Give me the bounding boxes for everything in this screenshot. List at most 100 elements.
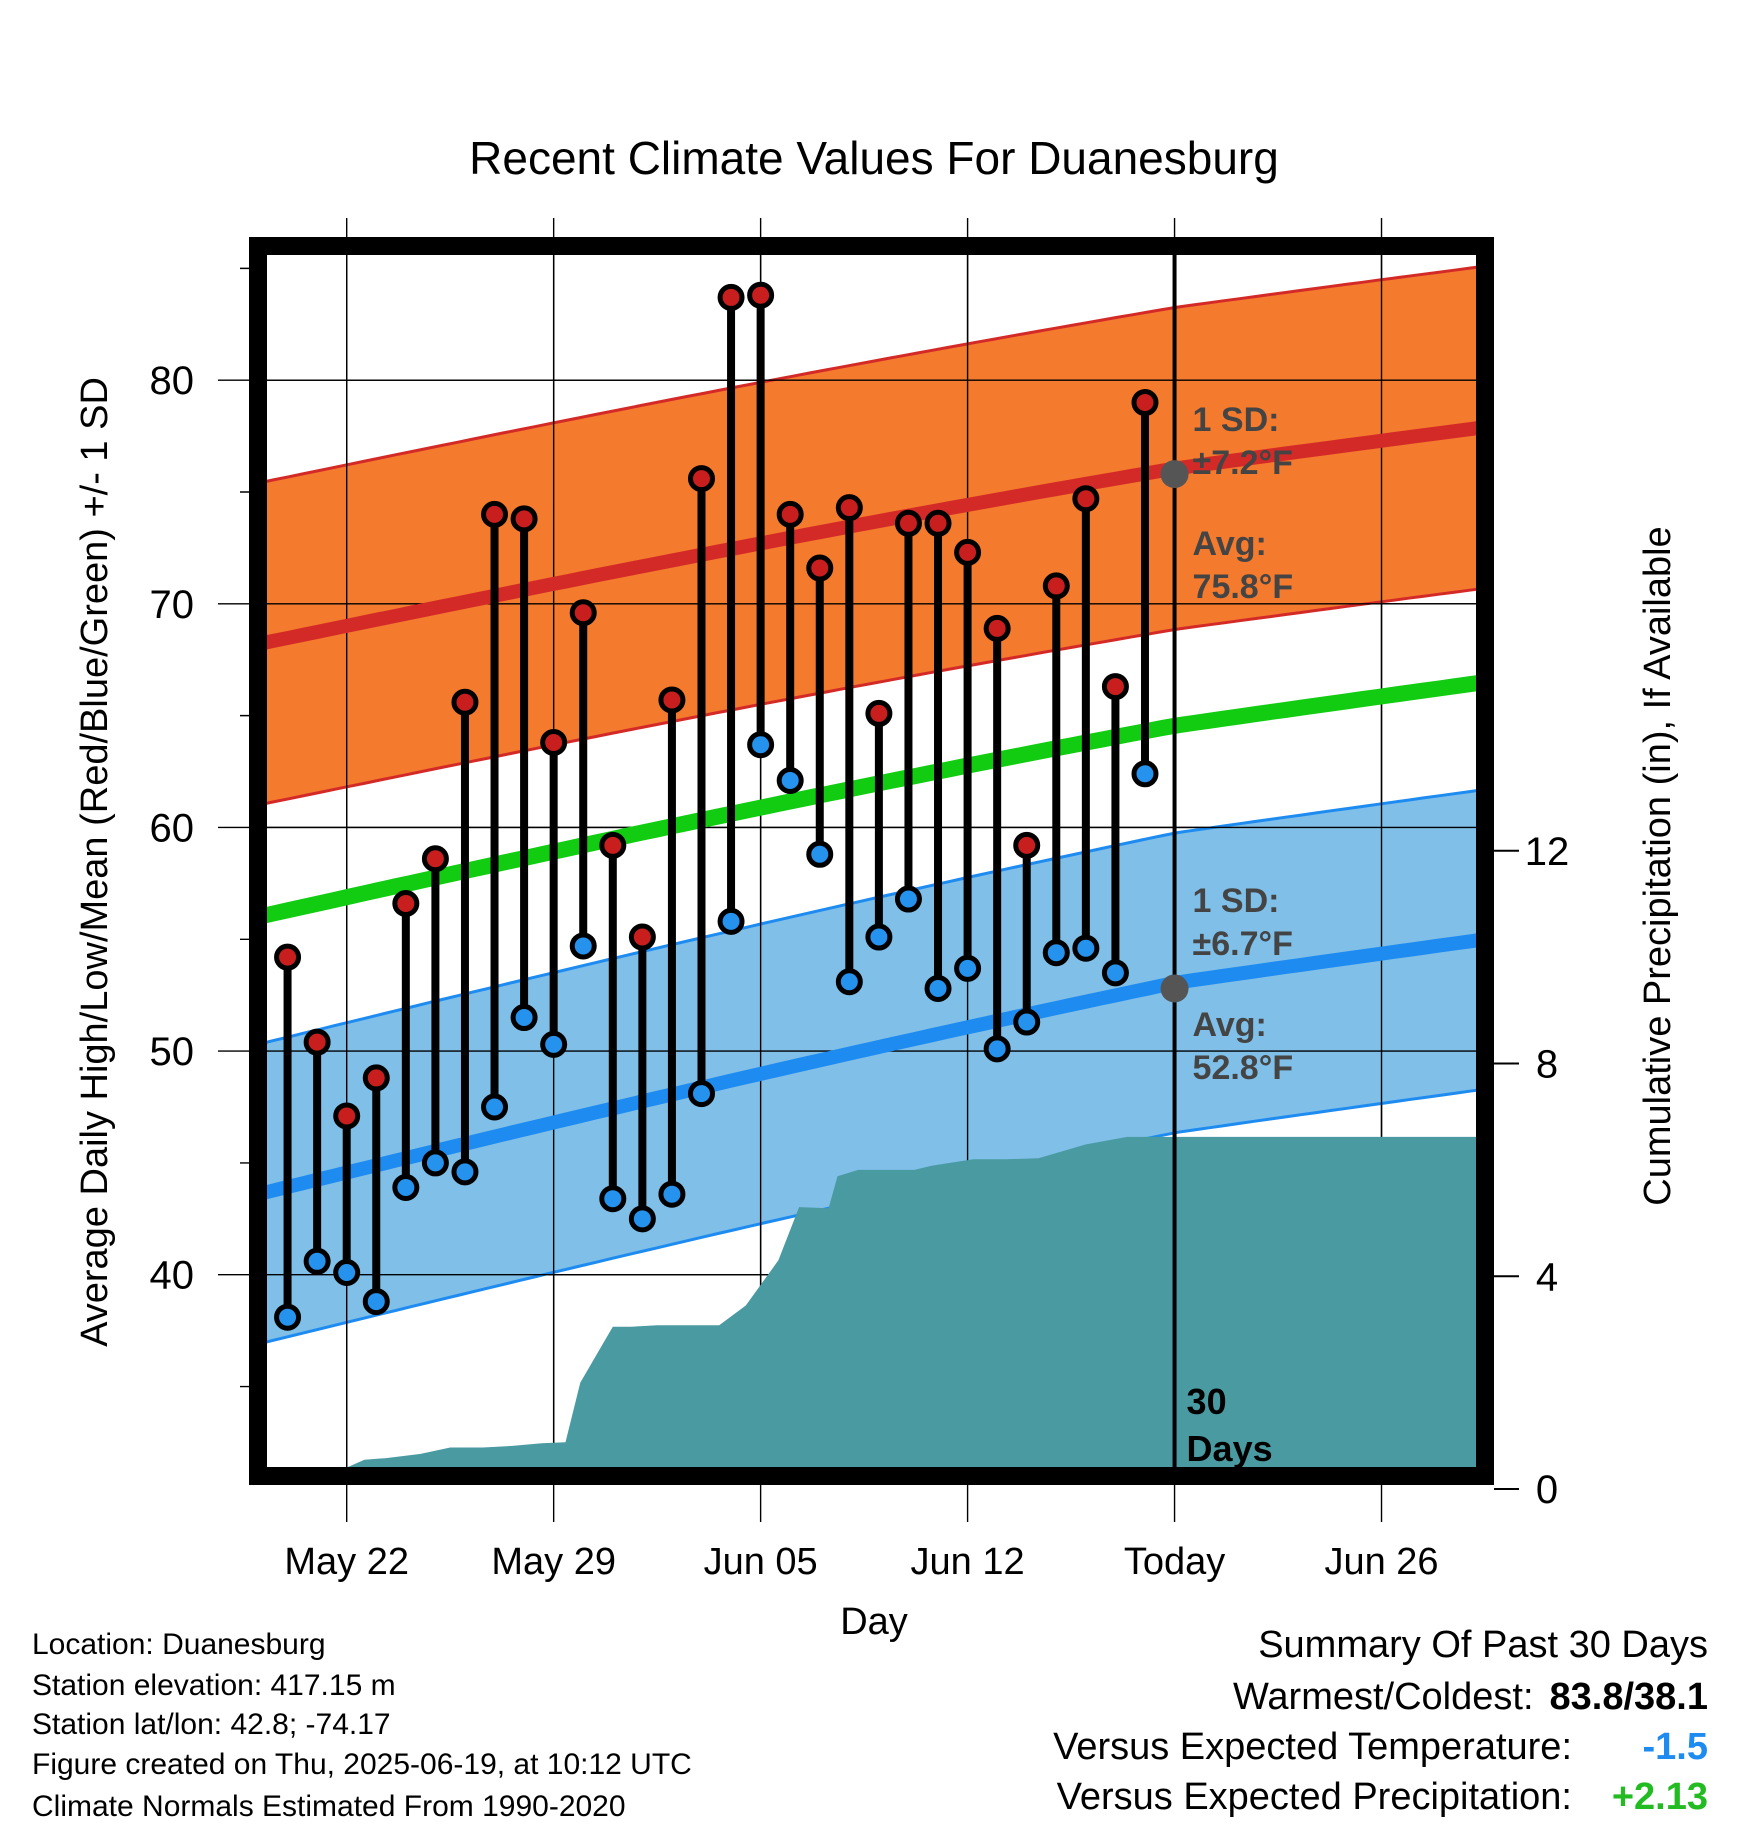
daily-low-point (806, 840, 834, 868)
daily-low-point (362, 1288, 390, 1316)
days-count-unit: Days (1187, 1428, 1273, 1469)
y2-tick-label: 8 (1536, 1043, 1558, 1087)
normal-high-line (258, 420, 1485, 651)
daily-high-point (481, 500, 509, 528)
summary-title: Summary Of Past 30 Days (1258, 1624, 1708, 1666)
y2-tick-label: 4 (1536, 1255, 1558, 1299)
daily-high-point (806, 554, 834, 582)
x-tick-label: May 29 (491, 1541, 616, 1583)
y-tick-label: 50 (150, 1030, 195, 1074)
station-elevation: Station elevation: 417.15 m (32, 1669, 396, 1702)
high-avg-value: 75.8°F (1193, 568, 1294, 606)
daily-low-point (954, 954, 982, 982)
daily-low-point (510, 1004, 538, 1032)
daily-high-point (540, 728, 568, 756)
warmest-coldest-label: Warmest/Coldest: (1232, 1676, 1534, 1718)
daily-high-point (894, 509, 922, 537)
daily-high-point (628, 923, 656, 951)
daily-low-point (1131, 760, 1159, 788)
precip-departure-value: +2.13 (1611, 1776, 1708, 1818)
daily-high-point (924, 509, 952, 537)
daily-low-point (983, 1035, 1011, 1063)
daily-low-point (865, 923, 893, 951)
figure-created: Figure created on Thu, 2025-06-19, at 10… (32, 1748, 692, 1781)
daily-bars (283, 295, 1149, 1318)
daily-high-point (776, 500, 804, 528)
y2-tick-label: 0 (1536, 1468, 1558, 1512)
x-axis-label: Day (840, 1601, 908, 1643)
station-latlon: Station lat/lon: 42.8; -74.17 (32, 1708, 391, 1741)
climate-normals-period: Climate Normals Estimated From 1990-2020 (32, 1790, 626, 1823)
daily-low-point (894, 885, 922, 913)
summary-temperature: Versus Expected Temperature: -1.5 (1053, 1726, 1708, 1769)
y-tick-label: 80 (150, 359, 195, 403)
daily-low-point (599, 1185, 627, 1213)
daily-high-point (717, 283, 745, 311)
station-location: Location: Duanesburg (32, 1628, 326, 1661)
warmest-coldest-value: 83.8/38.1 (1549, 1676, 1708, 1718)
daily-high-point (392, 889, 420, 917)
daily-low-point (569, 932, 597, 960)
low-avg-value: 52.8°F (1193, 1049, 1294, 1087)
daily-low-point (1013, 1008, 1041, 1036)
daily-low-point (274, 1303, 302, 1331)
daily-low-point (303, 1247, 331, 1275)
days-count-label: 30 (1187, 1381, 1227, 1422)
low-sd-label: 1 SD: (1193, 882, 1280, 920)
daily-high-point (274, 943, 302, 971)
daily-low-point (540, 1030, 568, 1058)
precip-departure-label: Versus Expected Precipitation: (1056, 1776, 1572, 1818)
daily-high-point (954, 538, 982, 566)
daily-low-point (333, 1258, 361, 1286)
summary-precipitation: Versus Expected Precipitation: +2.13 (1057, 1776, 1708, 1819)
y-axis-label: Average Daily High/Low/Mean (Red/Blue/Gr… (74, 377, 116, 1347)
daily-high-point (1013, 831, 1041, 859)
daily-high-point (303, 1028, 331, 1056)
temp-departure-value: -1.5 (1642, 1726, 1708, 1768)
daily-high-point (599, 831, 627, 859)
daily-low-point (628, 1205, 656, 1233)
daily-low-point (835, 968, 863, 996)
daily-low-point (421, 1149, 449, 1177)
high-sd-band (258, 264, 1485, 807)
today-low-avg-marker (1160, 974, 1189, 1003)
high-sd-value: ±7.2°F (1193, 444, 1293, 482)
daily-low-point (747, 731, 775, 759)
precip-area (328, 1136, 1485, 1476)
daily-high-point (421, 845, 449, 873)
y2-tick-label: 12 (1525, 830, 1570, 874)
y-tick-label: 70 (150, 583, 195, 627)
daily-high-point (451, 688, 479, 716)
low-sd-value: ±6.7°F (1193, 925, 1293, 963)
y-tick-label: 40 (150, 1254, 195, 1298)
summary-warmest-coldest: Warmest/Coldest: 83.8/38.1 (1233, 1676, 1708, 1719)
plot-frame (249, 237, 1494, 1485)
x-tick-label: Today (1124, 1541, 1225, 1583)
daily-low-point (687, 1080, 715, 1108)
daily-low-point (392, 1174, 420, 1202)
x-tick-label: Jun 05 (704, 1541, 818, 1583)
daily-high-point (510, 505, 538, 533)
x-tick-label: Jun 26 (1324, 1541, 1438, 1583)
plot-area: 1 SD: ±7.2°F Avg: 75.8°F 1 SD: ±6.7°F Avg: 52.8… (150, 218, 1570, 1583)
temp-departure-label: Versus Expected Temperature: (1053, 1726, 1572, 1768)
daily-low-point (776, 766, 804, 794)
daily-low-point (1042, 939, 1070, 967)
today-high-avg-marker (1160, 460, 1189, 489)
daily-low-point (451, 1158, 479, 1186)
daily-high-point (362, 1064, 390, 1092)
daily-low-point (924, 974, 952, 1002)
daily-low-point (1072, 934, 1100, 962)
daily-high-point (569, 599, 597, 627)
daily-high-point (333, 1102, 361, 1130)
high-avg-label: Avg: (1193, 525, 1267, 563)
y2-axis-label: Cumulative Precipitation (in), If Availa… (1637, 526, 1679, 1205)
daily-high-point (983, 614, 1011, 642)
daily-high-point (747, 281, 775, 309)
high-sd-label: 1 SD: (1193, 401, 1280, 439)
daily-low-point (717, 907, 745, 935)
daily-high-point (835, 494, 863, 522)
y-tick-label: 60 (150, 806, 195, 850)
daily-high-point (1042, 572, 1070, 600)
daily-low-point (658, 1180, 686, 1208)
